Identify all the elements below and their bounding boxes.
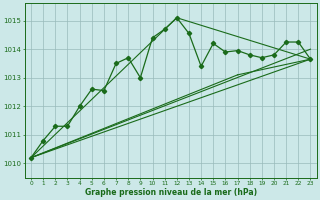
X-axis label: Graphe pression niveau de la mer (hPa): Graphe pression niveau de la mer (hPa) [85, 188, 257, 197]
